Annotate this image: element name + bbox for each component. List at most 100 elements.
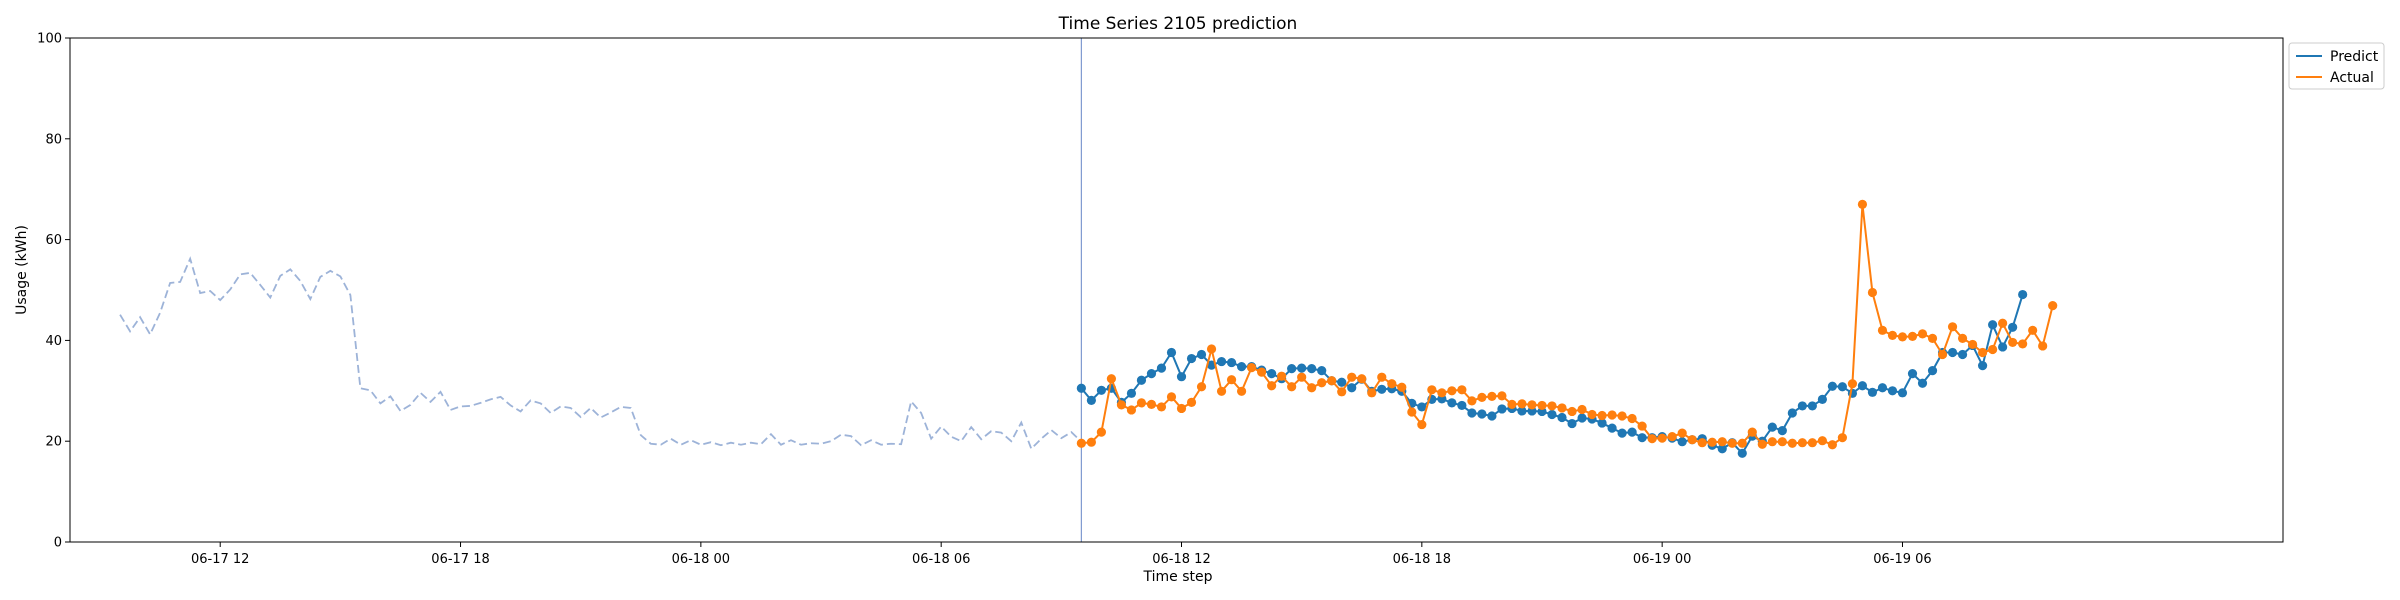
data-point-predict <box>1186 353 1197 364</box>
data-point-actual <box>1807 438 1817 448</box>
data-point-predict <box>1467 408 1477 418</box>
x-tick-label: 06-19 00 <box>1633 552 1691 567</box>
data-point-actual <box>1357 374 1367 384</box>
data-point-actual <box>1727 438 1737 448</box>
data-point-actual <box>1687 435 1697 445</box>
y-tick-label: 40 <box>45 334 62 349</box>
data-point-predict <box>1267 369 1277 379</box>
data-point-predict <box>1126 388 1137 398</box>
data-point-predict <box>1957 349 1968 360</box>
data-point-actual <box>1517 399 1527 409</box>
data-point-predict <box>1767 422 1777 432</box>
data-point-actual <box>2008 337 2018 348</box>
data-point-actual <box>1537 400 1547 411</box>
data-point-actual <box>1497 391 1507 401</box>
data-point-actual <box>1317 378 1327 388</box>
data-point-actual <box>1697 438 1707 448</box>
data-point-actual <box>1507 399 1517 410</box>
y-tick-label: 0 <box>54 536 62 551</box>
data-point-predict <box>1777 426 1787 436</box>
data-point-actual <box>1116 400 1127 410</box>
data-point-predict <box>2008 322 2018 332</box>
data-point-predict <box>1287 364 1297 374</box>
plot-area <box>69 37 2284 543</box>
data-point-predict <box>1857 381 1868 391</box>
series-line-history <box>119 256 1082 451</box>
data-point-predict <box>1617 428 1627 438</box>
data-point-predict <box>1557 412 1567 423</box>
data-point-predict <box>1988 320 1998 330</box>
data-point-actual <box>1297 372 1307 382</box>
data-point-actual <box>1977 347 1988 358</box>
data-point-predict <box>1307 364 1317 374</box>
data-point-predict <box>1076 383 1086 393</box>
data-point-actual <box>2018 339 2028 349</box>
data-point-actual <box>1076 438 1086 448</box>
data-point-actual <box>1397 382 1407 392</box>
data-point-predict <box>1827 381 1837 391</box>
data-point-predict <box>1737 448 1747 458</box>
data-point-actual <box>1226 375 1237 385</box>
data-point-predict <box>1877 383 1888 393</box>
legend-label-predict: Predict <box>2330 49 2379 65</box>
data-point-actual <box>1767 437 1777 447</box>
y-axis-label: Usage (kWh) <box>14 225 30 315</box>
data-point-actual <box>1427 385 1437 395</box>
data-point-actual <box>1136 398 1147 408</box>
data-point-predict <box>1216 356 1227 367</box>
data-point-actual <box>1417 419 1427 430</box>
data-point-predict <box>1196 349 1207 360</box>
data-point-predict <box>1096 385 1106 395</box>
data-point-actual <box>1387 379 1397 389</box>
data-point-actual <box>1557 403 1567 413</box>
data-point-predict <box>1086 395 1096 405</box>
data-point-predict <box>1457 400 1467 411</box>
data-point-predict <box>1226 357 1237 368</box>
data-point-actual <box>1086 437 1096 447</box>
data-point-actual <box>1547 401 1557 411</box>
data-point-predict <box>1887 386 1898 396</box>
data-point-predict <box>1176 372 1187 382</box>
data-point-actual <box>1737 438 1747 448</box>
data-point-actual <box>1337 387 1347 397</box>
data-point-predict <box>1497 404 1507 414</box>
x-axis: 06-17 12 06-17 18 06-18 00 06-18 06 06-18 12… <box>191 542 1932 567</box>
data-point-actual <box>1787 438 1797 448</box>
x-tick-label: 06-17 12 <box>191 552 249 567</box>
data-point-actual <box>1607 410 1617 420</box>
data-point-predict <box>1517 406 1527 416</box>
data-point-predict <box>1607 423 1617 433</box>
data-point-predict <box>1998 342 2008 352</box>
data-point-predict <box>1146 369 1157 379</box>
data-point-actual <box>1797 438 1807 448</box>
data-point-predict <box>1627 427 1637 437</box>
data-point-predict <box>1817 394 1827 404</box>
data-point-actual <box>1327 376 1337 386</box>
data-point-actual <box>1267 381 1277 391</box>
data-point-actual <box>1847 379 1858 389</box>
data-point-predict <box>1447 398 1457 408</box>
data-point-actual <box>1216 386 1227 396</box>
data-point-actual <box>1947 322 1958 332</box>
x-tick-label: 06-17 18 <box>431 552 489 567</box>
data-point-predict <box>1337 377 1347 387</box>
data-point-predict <box>1947 347 1958 358</box>
data-point-actual <box>1186 397 1197 407</box>
data-point-actual <box>1567 406 1577 417</box>
data-point-actual <box>1707 437 1717 447</box>
data-point-actual <box>1897 332 1908 342</box>
data-point-actual <box>1747 427 1757 437</box>
data-point-predict <box>1136 375 1147 385</box>
data-point-actual <box>1477 392 1487 402</box>
data-point-actual <box>1126 405 1137 415</box>
data-point-predict <box>1787 408 1797 418</box>
data-point-predict <box>1597 418 1607 428</box>
data-point-predict <box>1977 361 1988 371</box>
y-tick-label: 60 <box>45 233 62 248</box>
data-point-actual <box>1437 388 1447 398</box>
legend: Predict Actual <box>2288 42 2385 90</box>
data-point-actual <box>1757 439 1767 449</box>
data-point-actual <box>1457 385 1467 395</box>
data-point-predict <box>1637 433 1647 443</box>
data-point-actual <box>1307 383 1317 393</box>
